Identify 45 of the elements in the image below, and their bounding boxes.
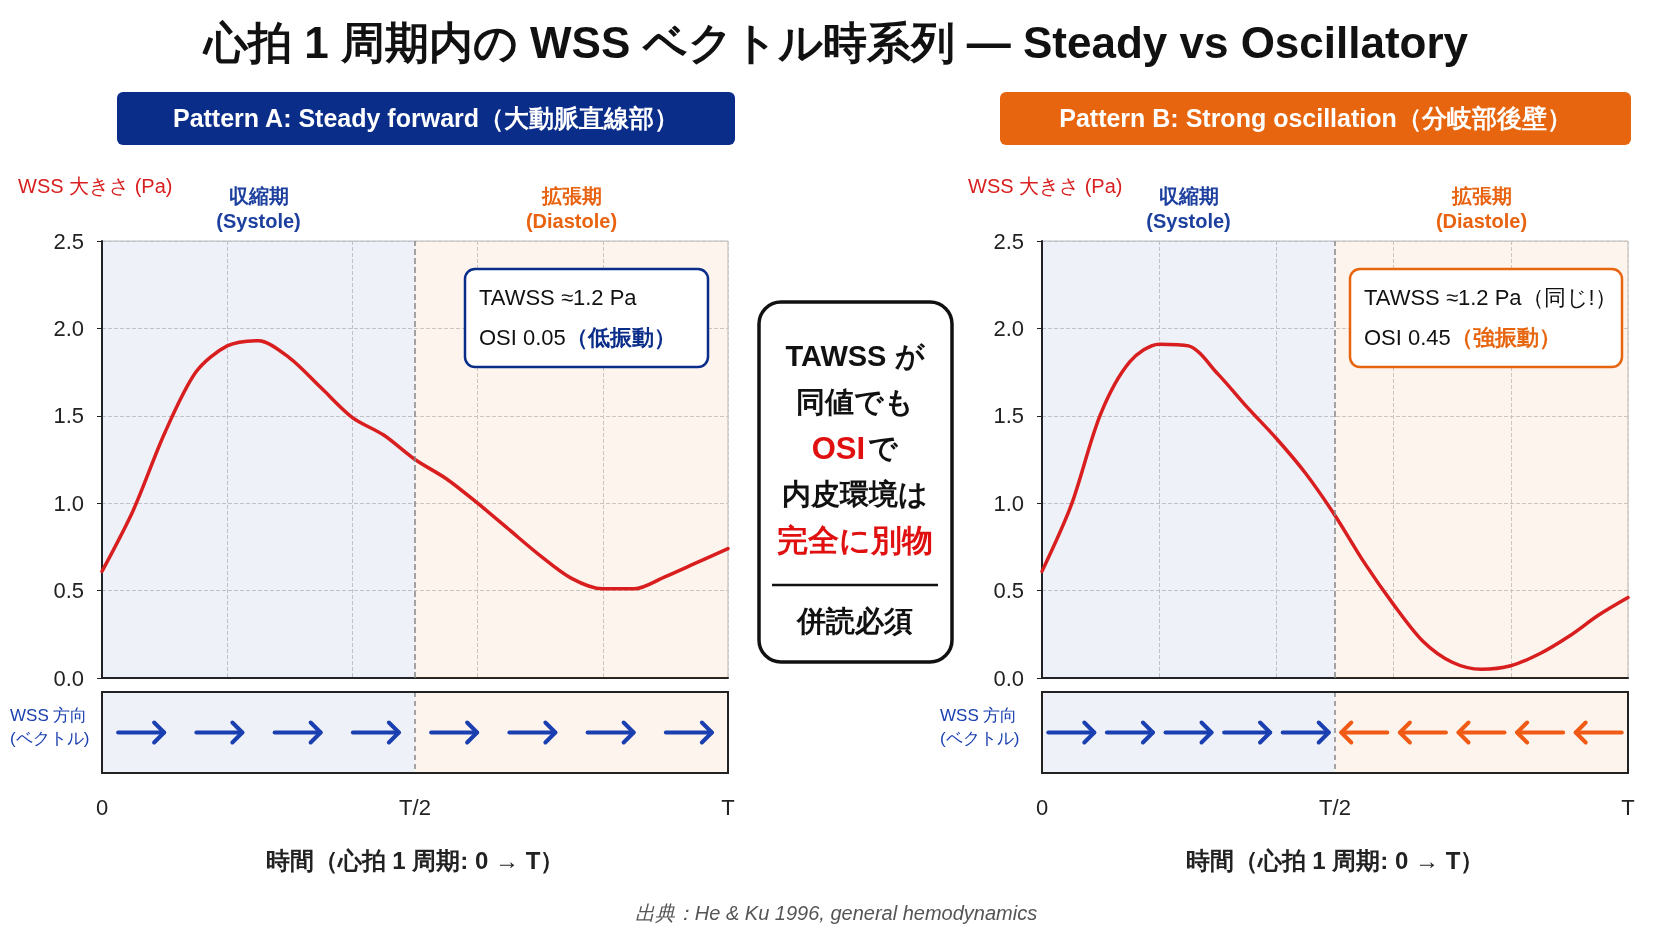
y-tick-label: 2.0 [53, 315, 84, 341]
text: で [868, 432, 900, 464]
y-tick-label: 2.5 [53, 228, 84, 254]
y-tick-label: 1.5 [993, 403, 1024, 429]
band-label: 収縮期 (Systole) [1146, 184, 1231, 232]
annotation: （強振動） [1450, 324, 1561, 350]
text: WSS 方向 (ベクトル) [10, 706, 90, 748]
x-tick-label: T [721, 794, 735, 820]
text: WSS 方向 (ベクトル) [940, 706, 1020, 748]
y-tick-label: 0.5 [993, 578, 1024, 604]
y-tick-label: 2.0 [993, 315, 1024, 341]
annotation: TAWSS ≈1.2 Pa（同じ!） [1364, 284, 1617, 310]
x-axis-title: 時間（心拍 1 周期: 0 → T） [1185, 846, 1485, 874]
annotation: OSI 0.45 [1364, 324, 1451, 350]
text: 内皮環境は [782, 478, 928, 510]
x-tick-label: T/2 [1319, 794, 1351, 820]
text: 併読必須 [795, 605, 913, 637]
text: 同値でも [796, 386, 914, 418]
y-tick-label: 1.5 [53, 403, 84, 429]
annotation: OSI 0.05 [479, 324, 566, 350]
y-tick-label: 0.0 [53, 665, 84, 691]
text: OSI [811, 430, 866, 466]
y-tick-label: 2.5 [993, 228, 1024, 254]
y-tick-label: 0.5 [53, 578, 84, 604]
band-label: 収縮期 (Systole) [216, 184, 301, 232]
chart-title: Pattern A: Steady forward（大動脈直線部） [172, 104, 680, 132]
annotation: TAWSS ≈1.2 Pa [479, 284, 638, 310]
x-axis-title: 時間（心拍 1 周期: 0 → T） [265, 846, 565, 874]
y-axis-title: WSS 大きさ (Pa) [18, 175, 173, 197]
chart-title: Pattern B: Strong oscillation（分岐部後壁） [1059, 104, 1572, 132]
x-tick-label: 0 [1035, 794, 1049, 820]
x-tick-label: 0 [95, 794, 109, 820]
band-label: 拡張期 (Diastole) [1435, 184, 1528, 232]
band-label: 拡張期 (Diastole) [525, 184, 618, 232]
y-tick-label: 0.0 [993, 665, 1024, 691]
text: 完全に別物 [777, 522, 933, 558]
text: TAWSS が [785, 340, 926, 372]
text: 心拍 1 周期内の WSS ベクトル時系列 — Steady vs Oscillatory [201, 17, 1469, 67]
x-tick-label: T [1621, 794, 1635, 820]
source-note: 出典：He & Ku 1996, general hemodynamics [634, 902, 1038, 924]
y-axis-title: WSS 大きさ (Pa) [968, 175, 1123, 197]
x-tick-label: T/2 [399, 794, 431, 820]
annotation: （低振動） [565, 324, 676, 350]
y-tick-label: 1.0 [53, 490, 84, 516]
y-tick-label: 1.0 [993, 490, 1024, 516]
